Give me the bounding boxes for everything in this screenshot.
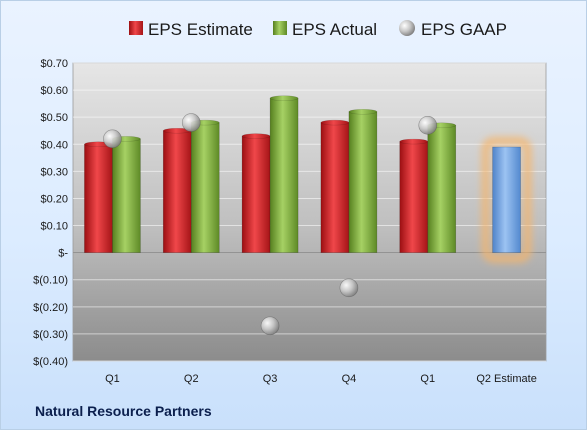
y-tick-label: $(0.10) (33, 275, 68, 287)
gridlines (73, 62, 546, 362)
highlight-glow (482, 137, 532, 263)
bar-eps-estimate-cap (241, 133, 271, 139)
bar-eps-actual-cap (269, 95, 299, 101)
bar-eps-actual (427, 125, 457, 253)
bar-eps-estimate-cap (320, 119, 350, 126)
legend-swatch-eps-estimate (129, 21, 143, 35)
y-tick-label: $0.50 (40, 112, 68, 124)
bar-eps-estimate-next (492, 146, 521, 253)
y-tick-label: $0.60 (40, 85, 68, 97)
bar-eps-estimate (162, 130, 192, 253)
y-tick-label: $0.20 (40, 193, 68, 205)
legend: EPS Estimate EPS Actual EPS GAAP (129, 20, 507, 39)
y-tick-label: $(0.30) (33, 329, 68, 341)
legend-label-eps-gaap: EPS GAAP (421, 20, 507, 39)
legend-label-eps-estimate: EPS Estimate (148, 20, 253, 39)
x-axis-ticks: Q1 Q2 Q3 Q4 Q1 Q2 Estimate (105, 373, 537, 385)
y-tick-label: $(0.20) (33, 302, 68, 314)
highlight-glow-layer (482, 137, 532, 263)
bar-eps-estimate (241, 135, 271, 253)
legend-swatch-eps-actual (273, 21, 287, 35)
bar-eps-actual (112, 138, 141, 253)
bar-eps-actual (190, 122, 220, 253)
y-tick-label: $0.70 (40, 58, 68, 70)
y-tick-label: $0.30 (40, 166, 68, 178)
x-tick-label: Q1 (105, 373, 120, 385)
gaap-points (103, 113, 438, 336)
company-name: Natural Resource Partners (35, 403, 212, 419)
x-tick-label: Q2 (184, 373, 199, 385)
point-eps-gaap (260, 316, 280, 336)
bar-eps-actual (269, 97, 299, 253)
y-tick-label: $- (58, 248, 68, 260)
bar-eps-estimate (399, 141, 429, 253)
bar-eps-actual-cap (348, 109, 378, 115)
bars (84, 95, 521, 253)
bar-eps-actual (348, 111, 378, 253)
point-eps-gaap (339, 278, 359, 298)
y-tick-label: $(0.40) (33, 356, 68, 368)
point-eps-gaap (103, 129, 122, 149)
legend-label-eps-actual: EPS Actual (292, 20, 377, 39)
x-tick-label: Q4 (342, 373, 357, 385)
plot-area (72, 62, 547, 362)
bar-eps-estimate (84, 143, 113, 253)
y-tick-label: $0.10 (40, 221, 68, 233)
y-tick-label: $0.40 (40, 139, 68, 151)
bar-eps-estimate (320, 122, 350, 253)
legend-swatch-eps-gaap (399, 20, 415, 36)
x-tick-label: Q3 (263, 373, 278, 385)
x-tick-label: Q2 Estimate (476, 373, 537, 385)
bar-eps-estimate-cap (399, 138, 428, 145)
y-axis-ticks: $(0.40) $(0.30) $(0.20) $(0.10) $- $0.10 $0.20… (33, 58, 68, 368)
point-eps-gaap (418, 116, 438, 135)
x-tick-label: Q1 (420, 373, 435, 385)
point-eps-gaap (181, 113, 201, 132)
